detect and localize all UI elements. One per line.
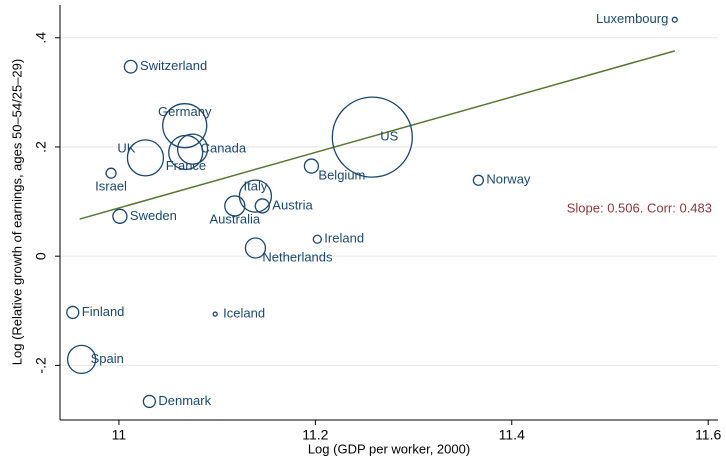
point-label: Germany — [158, 104, 212, 119]
point-label: Finland — [82, 304, 125, 319]
bubble — [105, 167, 117, 179]
bubble — [66, 344, 97, 375]
bubble — [212, 311, 218, 317]
point-label: Canada — [201, 141, 247, 156]
y-axis-title: Log (Relative growth of earnings, ages 5… — [9, 59, 24, 365]
point-label: Iceland — [223, 306, 265, 321]
bubble — [303, 158, 320, 174]
point-label: Belgium — [318, 168, 365, 183]
point-label: Norway — [486, 172, 531, 187]
bubble — [126, 139, 165, 177]
point-label: Austria — [272, 197, 313, 212]
point-label: Sweden — [130, 208, 177, 223]
point-label: Netherlands — [262, 249, 333, 264]
y-tick-label: .2 — [33, 141, 49, 153]
bubble — [112, 208, 128, 224]
x-axis-title: Log (GDP per worker, 2000) — [308, 441, 470, 456]
y-tick-label: -.2 — [33, 357, 49, 374]
point-label: Spain — [91, 351, 124, 366]
bubble — [162, 103, 208, 149]
x-tick-label: 11.6 — [695, 427, 721, 443]
point-label: Denmark — [158, 393, 211, 408]
x-tick-label: 11.4 — [499, 427, 525, 443]
y-tick-label: 0 — [33, 252, 49, 260]
point-label: UK — [117, 140, 135, 155]
bubble — [66, 305, 80, 320]
bubble — [238, 179, 273, 213]
bubble — [168, 134, 204, 171]
bubble — [312, 234, 322, 244]
bubble — [224, 195, 246, 217]
bubble — [123, 59, 138, 74]
fit-line — [79, 50, 675, 220]
x-tick-label: 11.2 — [302, 427, 328, 443]
x-tick-label: 11 — [112, 427, 127, 443]
annotation: Slope: 0.506. Corr: 0.483 — [567, 200, 712, 215]
point-label: Luxembourg — [596, 11, 668, 26]
bubble — [254, 198, 270, 214]
bubble — [331, 96, 413, 178]
bubble — [671, 16, 678, 23]
point-label: Ireland — [324, 231, 364, 246]
bubble — [244, 237, 267, 259]
bubble — [176, 133, 209, 165]
bubble — [472, 174, 485, 186]
y-tick-label: .4 — [33, 32, 49, 44]
bubble — [142, 394, 157, 409]
point-label: Switzerland — [140, 58, 207, 73]
point-label: Italy — [244, 179, 268, 194]
point-label: Israel — [95, 179, 127, 194]
point-label: US — [380, 129, 398, 144]
point-label: Australia — [210, 211, 261, 226]
point-label: France — [166, 158, 206, 173]
